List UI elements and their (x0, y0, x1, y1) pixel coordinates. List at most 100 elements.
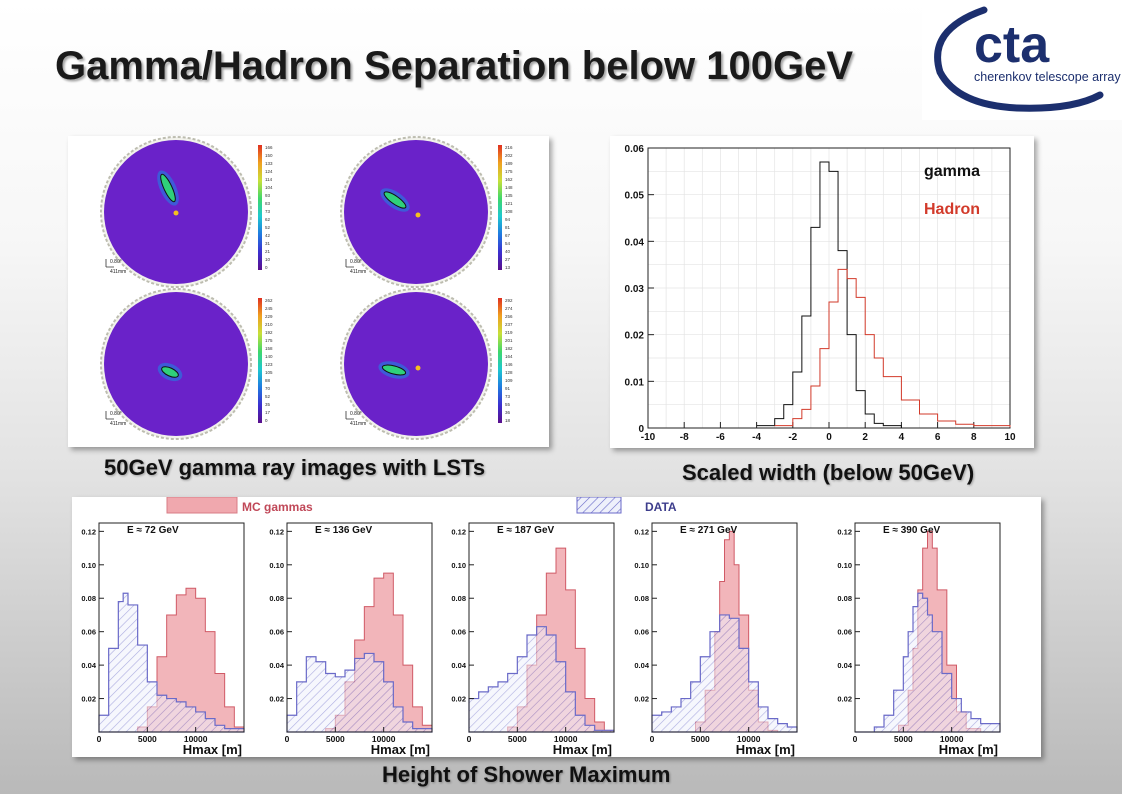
colorbar-tick-label: 164 (505, 354, 513, 359)
x-tick-label: 2 (862, 432, 868, 443)
x-tick-label: 10000 (372, 734, 396, 744)
scale-label-length: 411mm (110, 269, 126, 275)
x-tick-label: 10000 (184, 734, 208, 744)
colorbar-tick-label: 192 (265, 330, 273, 335)
y-tick-label: 0.12 (81, 527, 96, 536)
x-tick-label: 5000 (894, 734, 913, 744)
scale-arrow (345, 411, 354, 420)
colorbar (498, 298, 502, 423)
x-axis-label: Hmax [m] (183, 742, 242, 757)
y-tick-label: 0.04 (451, 661, 466, 670)
x-axis-label: Hmax [m] (939, 742, 998, 757)
y-tick-label: 0.05 (625, 191, 645, 202)
colorbar-tick-label: 73 (265, 209, 271, 214)
colorbar-tick-label: 150 (265, 153, 273, 158)
y-tick-label: 0.06 (269, 628, 284, 637)
y-tick-label: 0.02 (625, 331, 645, 342)
camera-images: 166 150 133 124 114 104 93 83 73 62 52 42 31 21 10 0 0.8… (100, 136, 513, 440)
series-line-gamma (756, 161, 902, 428)
y-tick-label: 0.10 (634, 561, 649, 570)
hmax-chart: E ≈ 136 GeV 0.02 0.04 0.06 0.08 0.10 0.12 0 5000… (269, 522, 433, 757)
y-tick-label: 0.02 (634, 695, 649, 704)
chart-title: E ≈ 390 GeV (883, 525, 941, 536)
legend-swatch-mc (166, 496, 238, 514)
colorbar-tick-label: 21 (265, 249, 271, 254)
colorbar-tick-label: 27 (505, 257, 511, 262)
y-tick-label: 0.08 (81, 594, 96, 603)
colorbar-tick-label: 35 (265, 402, 271, 407)
x-tick-label: -4 (752, 432, 761, 443)
logo-subtitle: cherenkov telescope array (974, 70, 1121, 84)
legend-label-hadron: Hadron (924, 201, 980, 218)
colorbar-tick-label: 182 (505, 346, 513, 351)
colorbar (258, 298, 262, 423)
x-tick-label: 4 (899, 432, 905, 443)
camera-image (344, 140, 488, 284)
x-tick-label: 0 (285, 734, 290, 744)
colorbar-tick-label: 17 (265, 410, 271, 415)
x-tick-label: 6 (935, 432, 941, 443)
x-tick-label: 10 (1004, 432, 1016, 443)
cta-logo: cta cherenkov telescope array (922, 0, 1122, 120)
hmax-caption: Height of Shower Maximum (382, 762, 671, 787)
colorbar-tick-label: 292 (505, 298, 513, 303)
y-tick-label: 0.10 (81, 561, 96, 570)
x-tick-label: 5000 (326, 734, 345, 744)
colorbar-tick-label: 210 (265, 322, 273, 327)
data-histogram (855, 592, 1001, 733)
colorbar-tick-label: 36 (505, 410, 511, 415)
y-tick-label: 0.06 (625, 144, 645, 155)
gamma-ray-images-panel: 166 150 133 124 114 104 93 83 73 62 52 42 31 21 10 0 0.8… (68, 136, 549, 447)
y-tick-label: 0.08 (451, 594, 466, 603)
colorbar-tick-label: 148 (505, 185, 513, 190)
scale-arrow (345, 259, 354, 268)
colorbar-tick-label: 219 (505, 330, 513, 335)
colorbar-tick-label: 140 (265, 354, 273, 359)
x-tick-label: 10000 (940, 734, 964, 744)
source-marker (415, 365, 421, 371)
shower-ellipse (161, 366, 179, 378)
colorbar-tick-label: 104 (265, 185, 273, 190)
x-tick-label: -6 (716, 432, 725, 443)
y-tick-label: 0.12 (451, 527, 466, 536)
x-tick-label: 0 (97, 734, 102, 744)
y-tick-label: 0.08 (634, 594, 649, 603)
chart-title: E ≈ 187 GeV (497, 525, 555, 536)
series-line-hadron (774, 268, 1011, 428)
y-tick-label: 0 (638, 424, 644, 435)
scaled-width-chart-panel: -10 -8 -6 -4 -2 0 2 4 6 8 10 0 0.01 0.02 0.03 0.04 0.05 0… (610, 136, 1034, 448)
colorbar-tick-label: 175 (265, 338, 273, 343)
y-tick-label: 0.12 (269, 527, 284, 536)
data-histogram (651, 614, 798, 733)
y-tick-label: 0.12 (837, 527, 852, 536)
colorbar-tick-label: 121 (505, 201, 513, 206)
colorbar-tick-label: 83 (265, 201, 271, 206)
logo-text: cta (974, 16, 1050, 74)
y-tick-label: 0.04 (625, 237, 645, 248)
scale-label-angle: 0.80° (110, 259, 122, 265)
colorbar-tick-label: 256 (505, 314, 513, 319)
colorbar-tick-label: 245 (265, 306, 273, 311)
x-tick-label: 0 (853, 734, 858, 744)
chart-title: E ≈ 271 GeV (680, 525, 738, 536)
data-histogram (98, 592, 245, 733)
colorbar-tick-label: 31 (265, 241, 271, 246)
colorbar-tick-label: 10 (265, 257, 271, 262)
colorbar-tick-label: 237 (505, 322, 513, 327)
y-tick-label: 0.02 (451, 695, 466, 704)
plot-frame (651, 522, 798, 733)
colorbar-tick-label: 62 (265, 217, 271, 222)
scale-arrow (105, 259, 114, 268)
x-axis-label: Hmax [m] (553, 742, 612, 757)
hmax-chart: E ≈ 271 GeV 0.02 0.04 0.06 0.08 0.10 0.12 0 5000… (634, 522, 798, 757)
colorbar-tick-label: 162 (505, 177, 513, 182)
y-tick-label: 0.06 (81, 628, 96, 637)
x-tick-label: 5000 (691, 734, 710, 744)
y-tick-label: 0.06 (634, 628, 649, 637)
cta-logo-graphic: cta cherenkov telescope array (934, 6, 1121, 112)
scale-arrow (105, 411, 114, 420)
y-tick-label: 0.08 (837, 594, 852, 603)
legend-label-gamma: gamma (924, 163, 980, 180)
colorbar-tick-label: 81 (505, 225, 511, 230)
colorbar-tick-label: 262 (265, 298, 273, 303)
